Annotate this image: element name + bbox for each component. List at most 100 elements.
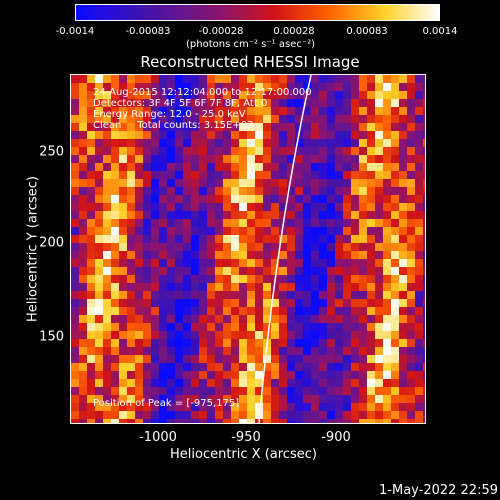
heatmap-cell: [423, 243, 425, 251]
heatmap-cell: [231, 75, 239, 83]
heatmap-cell: [215, 139, 223, 147]
heatmap-cell: [359, 179, 367, 187]
heatmap-cell: [335, 371, 343, 379]
heatmap-cell: [287, 275, 295, 283]
heatmap-cell: [375, 235, 383, 243]
heatmap-cell: [359, 203, 367, 211]
heatmap-cell: [335, 331, 343, 339]
heatmap-cell: [359, 219, 367, 227]
heatmap-cell: [183, 163, 191, 171]
heatmap-cell: [191, 83, 199, 91]
heatmap-cell: [375, 243, 383, 251]
heatmap-cell: [423, 315, 425, 323]
heatmap-cell: [159, 131, 167, 139]
heatmap-cell: [239, 99, 247, 107]
heatmap-cell: [143, 291, 151, 299]
heatmap-cell: [271, 291, 279, 299]
heatmap-cell: [327, 235, 335, 243]
heatmap-cell: [359, 75, 367, 83]
heatmap-cell: [415, 123, 423, 131]
heatmap-cell: [247, 331, 255, 339]
heatmap-cell: [199, 291, 207, 299]
heatmap-cell: [199, 147, 207, 155]
heatmap-cell: [407, 403, 415, 411]
heatmap-cell: [167, 371, 175, 379]
heatmap-cell: [319, 291, 327, 299]
heatmap-cell: [183, 211, 191, 219]
heatmap-cell: [255, 131, 263, 139]
heatmap-cell: [399, 235, 407, 243]
heatmap-cell: [351, 171, 359, 179]
heatmap-cell: [255, 403, 263, 411]
heatmap-cell: [327, 187, 335, 195]
heatmap-cell: [255, 371, 263, 379]
heatmap-cell: [407, 163, 415, 171]
heatmap-cell: [367, 251, 375, 259]
heatmap-cell: [231, 267, 239, 275]
heatmap-cell: [375, 227, 383, 235]
heatmap-cell: [327, 211, 335, 219]
x-tick-label: -1000: [139, 430, 177, 445]
heatmap-cell: [367, 235, 375, 243]
heatmap-cell: [279, 171, 287, 179]
heatmap-cell: [351, 115, 359, 123]
heatmap-cell: [215, 91, 223, 99]
heatmap-cell: [343, 411, 351, 419]
heatmap-cell: [95, 91, 103, 99]
heatmap-cell: [407, 363, 415, 371]
heatmap-cell: [119, 163, 127, 171]
heatmap-cell: [247, 419, 255, 423]
heatmap-cell: [423, 339, 425, 347]
heatmap-cell: [335, 243, 343, 251]
heatmap-cell: [407, 379, 415, 387]
heatmap-cell: [343, 123, 351, 131]
heatmap-cell: [111, 131, 119, 139]
heatmap-cell: [247, 371, 255, 379]
heatmap-cell: [127, 227, 135, 235]
heatmap-cell: [383, 187, 391, 195]
heatmap-cell: [423, 275, 425, 283]
heatmap-cell: [207, 315, 215, 323]
heatmap-cell: [111, 243, 119, 251]
heatmap-cell: [335, 91, 343, 99]
heatmap-cell: [223, 251, 231, 259]
heatmap-cell: [263, 323, 271, 331]
heatmap-cell: [255, 331, 263, 339]
heatmap-cell: [87, 187, 95, 195]
heatmap-cell: [383, 363, 391, 371]
heatmap-cell: [279, 163, 287, 171]
heatmap-cell: [295, 411, 303, 419]
heatmap-cell: [375, 291, 383, 299]
heatmap-cell: [207, 187, 215, 195]
heatmap-cell: [119, 379, 127, 387]
heatmap-cell: [143, 347, 151, 355]
heatmap-cell: [423, 411, 425, 419]
heatmap-cell: [375, 339, 383, 347]
heatmap-cell: [335, 411, 343, 419]
heatmap-cell: [391, 419, 399, 423]
heatmap-cell: [87, 283, 95, 291]
heatmap-cell: [343, 307, 351, 315]
heatmap-cell: [175, 307, 183, 315]
heatmap-cell: [159, 403, 167, 411]
heatmap-cell: [151, 99, 159, 107]
heatmap-cell: [223, 299, 231, 307]
heatmap-cell: [79, 115, 87, 123]
heatmap-cell: [367, 99, 375, 107]
heatmap-cell: [183, 147, 191, 155]
heatmap-cell: [127, 163, 135, 171]
heatmap-cell: [415, 187, 423, 195]
heatmap-cell: [303, 75, 311, 83]
heatmap-cell: [271, 171, 279, 179]
heatmap-cell: [295, 107, 303, 115]
heatmap-cell: [247, 347, 255, 355]
heatmap-cell: [287, 251, 295, 259]
heatmap-cell: [287, 99, 295, 107]
heatmap-cell: [215, 75, 223, 83]
heatmap-cell: [231, 219, 239, 227]
heatmap-cell: [367, 395, 375, 403]
heatmap-cell: [167, 283, 175, 291]
heatmap-cell: [79, 275, 87, 283]
heatmap-cell: [143, 179, 151, 187]
heatmap-cell: [247, 267, 255, 275]
